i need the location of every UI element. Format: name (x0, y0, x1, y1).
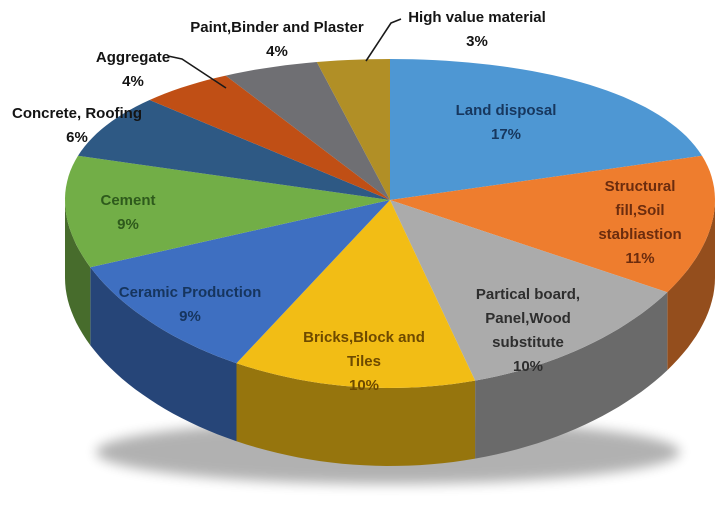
pie-slice-land-disposal (390, 59, 702, 200)
pie-slice-high-value-material (316, 59, 390, 200)
pie-side-walls (65, 200, 715, 466)
pie-slice-bricks-block-and-tiles (236, 200, 476, 388)
leader-lines (167, 18, 402, 89)
pie-slice-paint-binder-and-plaster (225, 62, 390, 200)
pie-top-slices (65, 59, 715, 388)
pie-slice-wall-structural-fill-soil-stabliastion (667, 200, 715, 371)
pie-slice-concrete-roofing (78, 100, 390, 200)
pie-slice-structural-fill-soil-stabliastion (390, 155, 715, 293)
pie-slice-wall-partical-board-panel-wood-substitute (475, 292, 668, 459)
pie-slice-wall-bricks-block-and-tiles (236, 363, 476, 466)
pie-slice-wall-cement (65, 200, 91, 346)
pie-slice-ceramic-production (90, 200, 391, 364)
pie-slice-partical-board-panel-wood-substitute (390, 200, 668, 381)
leader-line-aggregate (167, 55, 227, 89)
leader-line-high-value-material (365, 18, 402, 62)
pie-slice-cement (65, 155, 390, 268)
pie-slice-wall-ceramic-production (90, 267, 237, 442)
pie-slice-aggregate (149, 75, 390, 200)
